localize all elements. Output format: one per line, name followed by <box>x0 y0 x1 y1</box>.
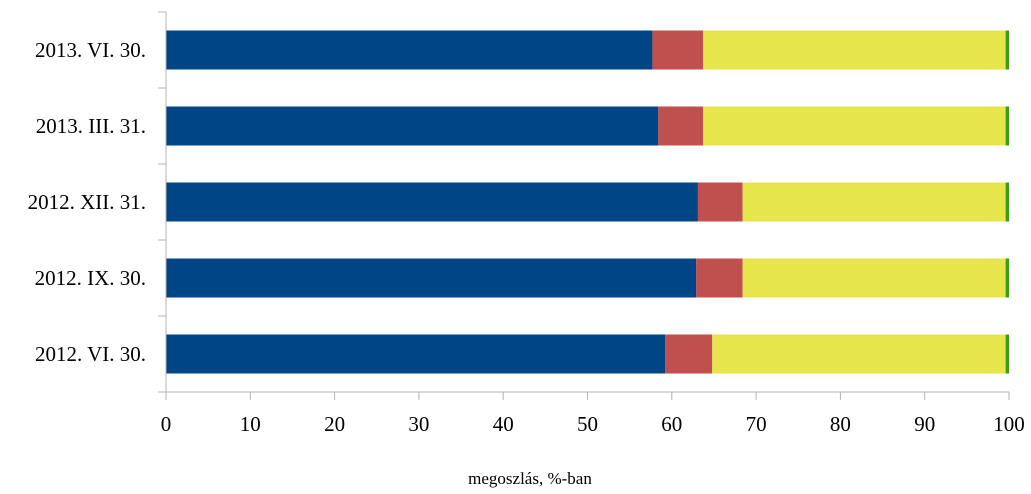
bar-segment-4-0 <box>166 334 666 374</box>
labels-group: 2013. VI. 30. 2013. III. 31. 2012. XII. 31… <box>28 38 1025 436</box>
x-tick-label: 50 <box>577 412 598 436</box>
category-label: 2013. VI. 30. <box>35 38 146 62</box>
x-tick-label: 80 <box>830 412 851 436</box>
bar-segment-3-3 <box>1005 258 1009 298</box>
x-tick-label: 30 <box>408 412 429 436</box>
bar-segment-4-1 <box>665 334 713 374</box>
bar-segment-2-3 <box>1005 182 1009 222</box>
bar-segment-3-2 <box>742 258 1006 298</box>
bars-group <box>166 30 1009 374</box>
bar-segment-3-1 <box>696 258 743 298</box>
bar-segment-1-1 <box>658 106 703 146</box>
x-tick-label: 10 <box>240 412 261 436</box>
x-tick-label: 60 <box>661 412 682 436</box>
category-label: 2012. IX. 30. <box>35 266 146 290</box>
bar-segment-2-0 <box>166 182 698 222</box>
x-tick-label: 40 <box>493 412 514 436</box>
bar-segment-1-0 <box>166 106 659 146</box>
category-label: 2012. XII. 31. <box>28 190 146 214</box>
bar-segment-1-3 <box>1005 106 1009 146</box>
bar-segment-1-2 <box>702 106 1006 146</box>
bar-segment-0-1 <box>652 30 703 70</box>
bar-segment-4-3 <box>1005 334 1009 374</box>
bar-segment-0-3 <box>1005 30 1009 70</box>
bar-segment-0-2 <box>702 30 1006 70</box>
x-tick-label: 70 <box>746 412 767 436</box>
bar-segment-4-2 <box>712 334 1006 374</box>
x-tick-label: 90 <box>914 412 935 436</box>
category-label: 2013. III. 31. <box>36 114 146 138</box>
x-tick-label: 20 <box>324 412 345 436</box>
category-label: 2012. VI. 30. <box>35 342 146 366</box>
x-tick-label: 100 <box>993 412 1025 436</box>
bar-segment-3-0 <box>166 258 697 298</box>
bar-segment-0-0 <box>166 30 653 70</box>
bar-segment-2-1 <box>697 182 743 222</box>
bar-segment-2-2 <box>742 182 1006 222</box>
x-tick-label: 0 <box>161 412 172 436</box>
x-axis-title: megoszlás, %-ban <box>468 469 592 488</box>
axes-group <box>158 11 1010 400</box>
